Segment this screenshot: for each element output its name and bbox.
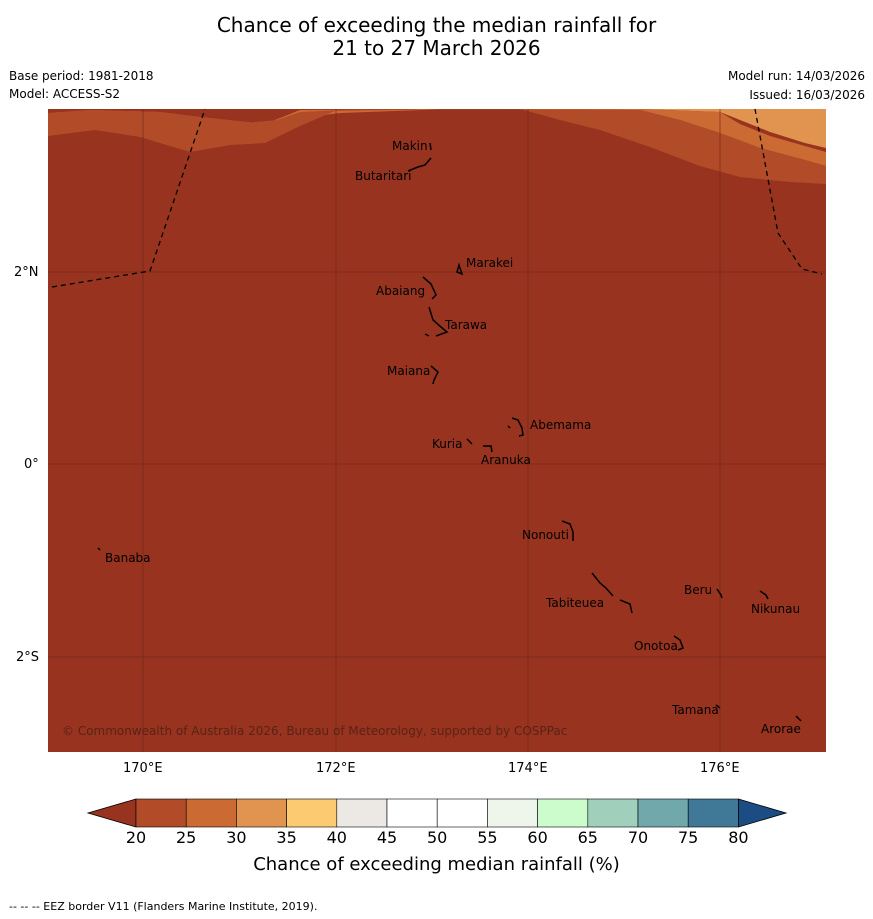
island-label-onotoa: Onotoa bbox=[634, 639, 678, 653]
model-name: Model: ACCESS-S2 bbox=[9, 87, 121, 101]
issued-date: Issued: 16/03/2026 bbox=[749, 88, 865, 102]
island-label-nikunau: Nikunau bbox=[751, 602, 801, 616]
colorbar-tick-20: 20 bbox=[125, 828, 147, 847]
colorbar-label: Chance of exceeding median rainfall (%) bbox=[253, 854, 620, 875]
lat-label-2n: 2°N bbox=[14, 265, 39, 280]
lon-label-176e: 176°E bbox=[700, 761, 740, 776]
region-below-20 bbox=[48, 109, 826, 752]
island-label-abemama: Abemama bbox=[530, 418, 592, 432]
island-label-maiana: Maiana bbox=[387, 364, 431, 378]
region-20-25 bbox=[48, 109, 826, 184]
colorbar-tick-25: 25 bbox=[176, 828, 197, 847]
lat-label-0: 0° bbox=[24, 457, 39, 472]
eez-footnote: -- -- -- EEZ border V11 (Flanders Marine… bbox=[9, 900, 318, 913]
island-label-banaba: Banaba bbox=[105, 551, 151, 565]
island-label-makin: Makin bbox=[392, 139, 428, 153]
chart-title-line2: 21 to 27 March 2026 bbox=[332, 36, 541, 60]
lat-label-2s: 2°S bbox=[16, 650, 40, 665]
island-label-tamana: Tamana bbox=[672, 703, 719, 717]
region-20-25-west bbox=[48, 109, 520, 152]
gridlines bbox=[48, 109, 826, 752]
colorbar-tick-40: 40 bbox=[326, 828, 347, 847]
colorbar-tick-50: 50 bbox=[427, 828, 448, 847]
colorbar-tick-60: 60 bbox=[527, 828, 548, 847]
lon-label-174e: 174°E bbox=[508, 761, 548, 776]
colorbar-tick-80: 80 bbox=[728, 828, 749, 847]
island-outlines bbox=[97, 142, 802, 722]
colorbar-tick-75: 75 bbox=[678, 828, 699, 847]
copyright-notice: © Commonwealth of Australia 2026, Bureau… bbox=[62, 724, 568, 738]
lon-label-172e: 172°E bbox=[316, 761, 356, 776]
island-label-abaiang: Abaiang bbox=[376, 284, 426, 298]
island-label-arorae: Arorae bbox=[761, 722, 801, 736]
island-label-tabiteuea: Tabiteuea bbox=[546, 596, 605, 610]
colorbar-tick-45: 45 bbox=[376, 828, 398, 847]
island-label-kuria: Kuria bbox=[432, 437, 463, 451]
region-30-35 bbox=[48, 109, 826, 148]
model-run: Model run: 14/03/2026 bbox=[727, 69, 865, 83]
island-label-nonouti: Nonouti bbox=[522, 528, 569, 542]
colorbar-tick-65: 65 bbox=[577, 828, 598, 847]
eez-border bbox=[51, 108, 823, 288]
island-label-aranuka: Aranuka bbox=[481, 453, 531, 467]
colorbar-tick-70: 70 bbox=[627, 828, 649, 847]
base-period: Base period: 1981-2018 bbox=[9, 69, 154, 83]
lon-label-170e: 170°E bbox=[123, 761, 163, 776]
colorbar-tick-30: 30 bbox=[226, 828, 247, 847]
island-label-butaritari: Butaritari bbox=[355, 169, 412, 183]
island-label-beru: Beru bbox=[684, 583, 713, 597]
colorbar-tick-55: 55 bbox=[477, 828, 498, 847]
island-label-marakei: Marakei bbox=[466, 256, 514, 270]
colorbar-tick-35: 35 bbox=[276, 828, 297, 847]
chart-title-line1: Chance of exceeding the median rainfall … bbox=[216, 13, 657, 37]
island-label-tarawa: Tarawa bbox=[445, 318, 488, 332]
